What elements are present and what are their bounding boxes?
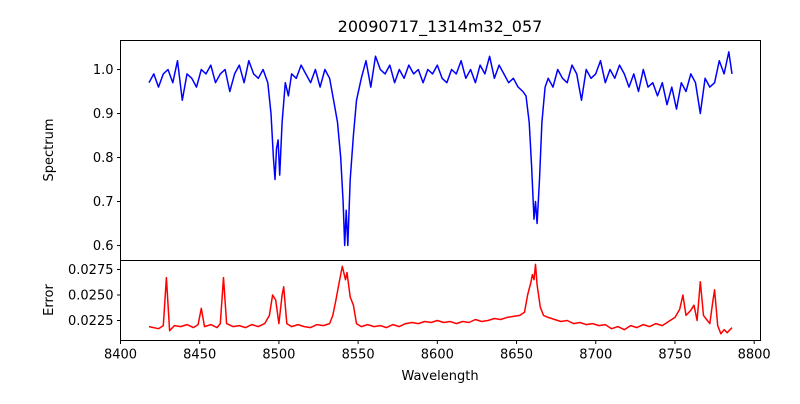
x-tick-label: 8750 — [658, 348, 691, 363]
y-tick-label: 0.9 — [93, 107, 114, 122]
error-line — [148, 263, 733, 335]
y-tick-label: 0.0225 — [68, 314, 114, 329]
x-tick-label: 8450 — [183, 348, 216, 363]
x-tick-label: 8700 — [579, 348, 612, 363]
y-tick-label: 0.0250 — [68, 288, 114, 303]
y-tick-label: 0.0275 — [68, 263, 114, 278]
y-tick-label: 0.6 — [93, 239, 114, 254]
x-tick-label: 8500 — [262, 348, 295, 363]
x-tick-label: 8800 — [738, 348, 771, 363]
y-axis-label-error: Error — [42, 284, 57, 316]
x-tick-label: 8400 — [104, 348, 137, 363]
x-tick-label: 8550 — [342, 348, 375, 363]
x-tick-label: 8650 — [500, 348, 533, 363]
y-tick-label: 1.0 — [93, 63, 114, 78]
chart-title: 20090717_1314m32_057 — [338, 17, 543, 37]
spectrum-line — [148, 51, 733, 247]
y-tick-label: 0.8 — [93, 151, 114, 166]
error-axes-frame — [120, 260, 761, 341]
x-axis-label: Wavelength — [401, 369, 478, 384]
x-tick-label: 8600 — [421, 348, 454, 363]
y-tick-label: 0.7 — [93, 195, 114, 210]
y-axis-label-spectrum: Spectrum — [42, 119, 57, 182]
